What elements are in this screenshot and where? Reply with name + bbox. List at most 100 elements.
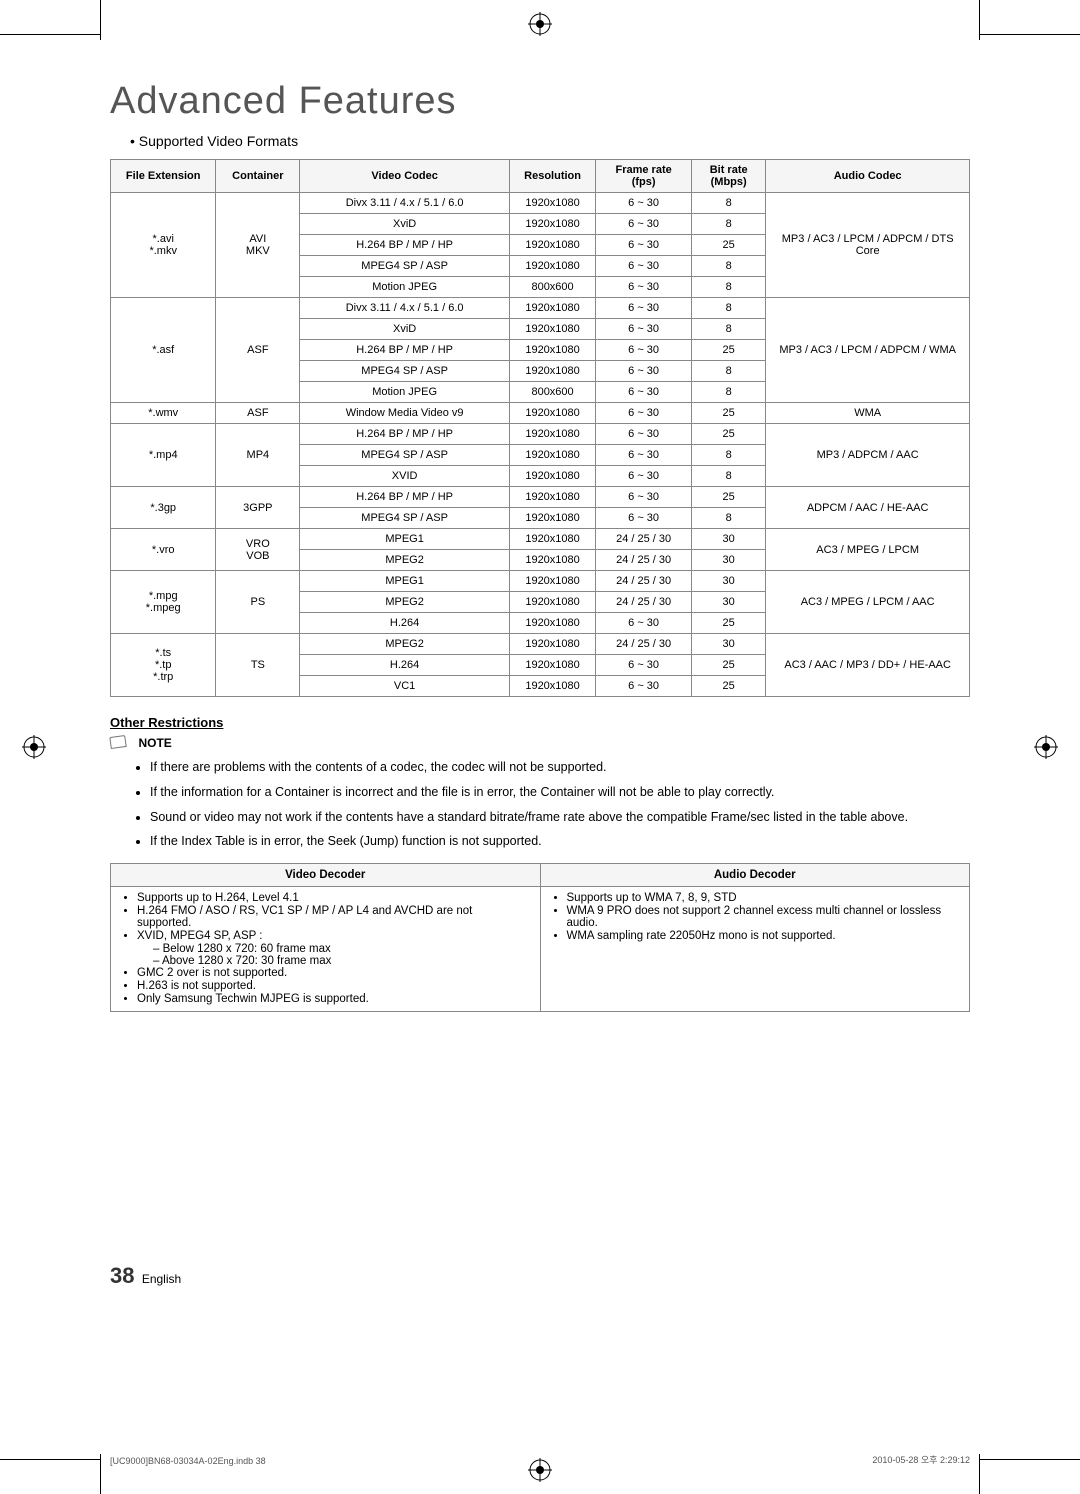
cell-br: 25 [692, 340, 766, 361]
cell-codec: MPEG4 SP / ASP [300, 361, 510, 382]
cell-audio: ADPCM / AAC / HE-AAC [766, 487, 970, 529]
cell-codec: XviD [300, 214, 510, 235]
note-label: NOTE [138, 736, 171, 750]
note-item: Sound or video may not work if the conte… [150, 808, 970, 827]
cell-res: 1920x1080 [509, 298, 595, 319]
footer-meta-left: [UC9000]BN68-03034A-02Eng.indb 38 [110, 1456, 266, 1466]
cell-res: 1920x1080 [509, 340, 595, 361]
cell-res: 1920x1080 [509, 214, 595, 235]
cell-br: 8 [692, 508, 766, 529]
cell-audio: WMA [766, 403, 970, 424]
cell-br: 8 [692, 445, 766, 466]
cell-br: 30 [692, 550, 766, 571]
cell-fps: 6 ~ 30 [596, 403, 692, 424]
cell-res: 1920x1080 [509, 424, 595, 445]
cell-fps: 6 ~ 30 [596, 277, 692, 298]
cell-codec: MPEG1 [300, 529, 510, 550]
table-row: *.avi*.mkvAVIMKVDivx 3.11 / 4.x / 5.1 / … [111, 193, 970, 214]
cell-res: 1920x1080 [509, 508, 595, 529]
cell-br: 8 [692, 361, 766, 382]
cell-res: 800x600 [509, 277, 595, 298]
video-decoder-cell: Supports up to H.264, Level 4.1H.264 FMO… [111, 887, 541, 1012]
video-formats-table: File ExtensionContainerVideo CodecResolu… [110, 159, 970, 697]
cell-fps: 6 ~ 30 [596, 382, 692, 403]
cell-container: VROVOB [216, 529, 300, 571]
cell-codec: VC1 [300, 676, 510, 697]
cell-fps: 6 ~ 30 [596, 214, 692, 235]
cell-fps: 6 ~ 30 [596, 424, 692, 445]
cell-br: 30 [692, 592, 766, 613]
section-header: • Supported Video Formats [130, 133, 970, 149]
cell-res: 1920x1080 [509, 445, 595, 466]
cell-br: 25 [692, 655, 766, 676]
cell-res: 1920x1080 [509, 193, 595, 214]
cell-audio: AC3 / AAC / MP3 / DD+ / HE-AAC [766, 634, 970, 697]
cell-extension: *.asf [111, 298, 216, 403]
table-header: Resolution [509, 160, 595, 193]
table-row: *.vroVROVOBMPEG11920x108024 / 25 / 3030A… [111, 529, 970, 550]
decoder-item: H.263 is not supported. [137, 980, 530, 992]
cell-container: MP4 [216, 424, 300, 487]
cell-br: 8 [692, 277, 766, 298]
cell-codec: Motion JPEG [300, 382, 510, 403]
decoder-table: Video Decoder Audio Decoder Supports up … [110, 863, 970, 1012]
table-header: Audio Codec [766, 160, 970, 193]
cell-br: 8 [692, 319, 766, 340]
audio-decoder-header: Audio Decoder [540, 864, 970, 887]
cell-fps: 6 ~ 30 [596, 340, 692, 361]
cell-fps: 6 ~ 30 [596, 655, 692, 676]
decoder-item: H.264 FMO / ASO / RS, VC1 SP / MP / AP L… [137, 905, 530, 929]
registration-mark-icon [1034, 735, 1058, 759]
cell-res: 1920x1080 [509, 571, 595, 592]
cell-audio: MP3 / ADPCM / AAC [766, 424, 970, 487]
cell-fps: 24 / 25 / 30 [596, 550, 692, 571]
page-title: Advanced Features [110, 80, 970, 123]
cell-codec: MPEG2 [300, 550, 510, 571]
note-line: NOTE [110, 734, 970, 752]
cell-audio: AC3 / MPEG / LPCM / AAC [766, 571, 970, 634]
cell-codec: H.264 [300, 613, 510, 634]
cell-br: 8 [692, 298, 766, 319]
cell-fps: 6 ~ 30 [596, 298, 692, 319]
decoder-subitem: – Above 1280 x 720: 30 frame max [137, 955, 530, 967]
table-header: Frame rate (fps) [596, 160, 692, 193]
cell-extension: *.avi*.mkv [111, 193, 216, 298]
cell-container: AVIMKV [216, 193, 300, 298]
cell-fps: 6 ~ 30 [596, 256, 692, 277]
decoder-item: WMA 9 PRO does not support 2 channel exc… [567, 905, 960, 929]
cell-fps: 24 / 25 / 30 [596, 592, 692, 613]
cell-codec: H.264 BP / MP / HP [300, 340, 510, 361]
cell-container: 3GPP [216, 487, 300, 529]
table-row: *.3gp3GPPH.264 BP / MP / HP1920x10806 ~ … [111, 487, 970, 508]
cell-fps: 6 ~ 30 [596, 361, 692, 382]
cell-extension: *.mpg*.mpeg [111, 571, 216, 634]
cell-fps: 6 ~ 30 [596, 487, 692, 508]
cell-extension: *.3gp [111, 487, 216, 529]
cell-fps: 6 ~ 30 [596, 676, 692, 697]
cell-extension: *.wmv [111, 403, 216, 424]
table-row: *.mpg*.mpegPSMPEG11920x108024 / 25 / 303… [111, 571, 970, 592]
cell-br: 25 [692, 676, 766, 697]
table-row: *.asfASFDivx 3.11 / 4.x / 5.1 / 6.01920x… [111, 298, 970, 319]
cell-container: ASF [216, 403, 300, 424]
page-footer: 38 English [110, 1263, 181, 1289]
cell-codec: H.264 BP / MP / HP [300, 424, 510, 445]
cell-extension: *.ts*.tp*.trp [111, 634, 216, 697]
cell-fps: 6 ~ 30 [596, 613, 692, 634]
decoder-item: Only Samsung Techwin MJPEG is supported. [137, 993, 530, 1005]
cell-codec: MPEG1 [300, 571, 510, 592]
cell-res: 1920x1080 [509, 319, 595, 340]
section-header-text: Supported Video Formats [139, 133, 298, 149]
cell-codec: Divx 3.11 / 4.x / 5.1 / 6.0 [300, 193, 510, 214]
decoder-item: Supports up to WMA 7, 8, 9, STD [567, 892, 960, 904]
cell-br: 30 [692, 529, 766, 550]
cell-codec: XVID [300, 466, 510, 487]
cell-container: ASF [216, 298, 300, 403]
cell-br: 25 [692, 487, 766, 508]
cell-codec: Motion JPEG [300, 277, 510, 298]
table-row: *.ts*.tp*.trpTSMPEG21920x108024 / 25 / 3… [111, 634, 970, 655]
cell-res: 1920x1080 [509, 361, 595, 382]
cell-br: 8 [692, 382, 766, 403]
footer-meta-right: 2010-05-28 오후 2:29:12 [872, 1453, 970, 1466]
cell-res: 1920x1080 [509, 634, 595, 655]
